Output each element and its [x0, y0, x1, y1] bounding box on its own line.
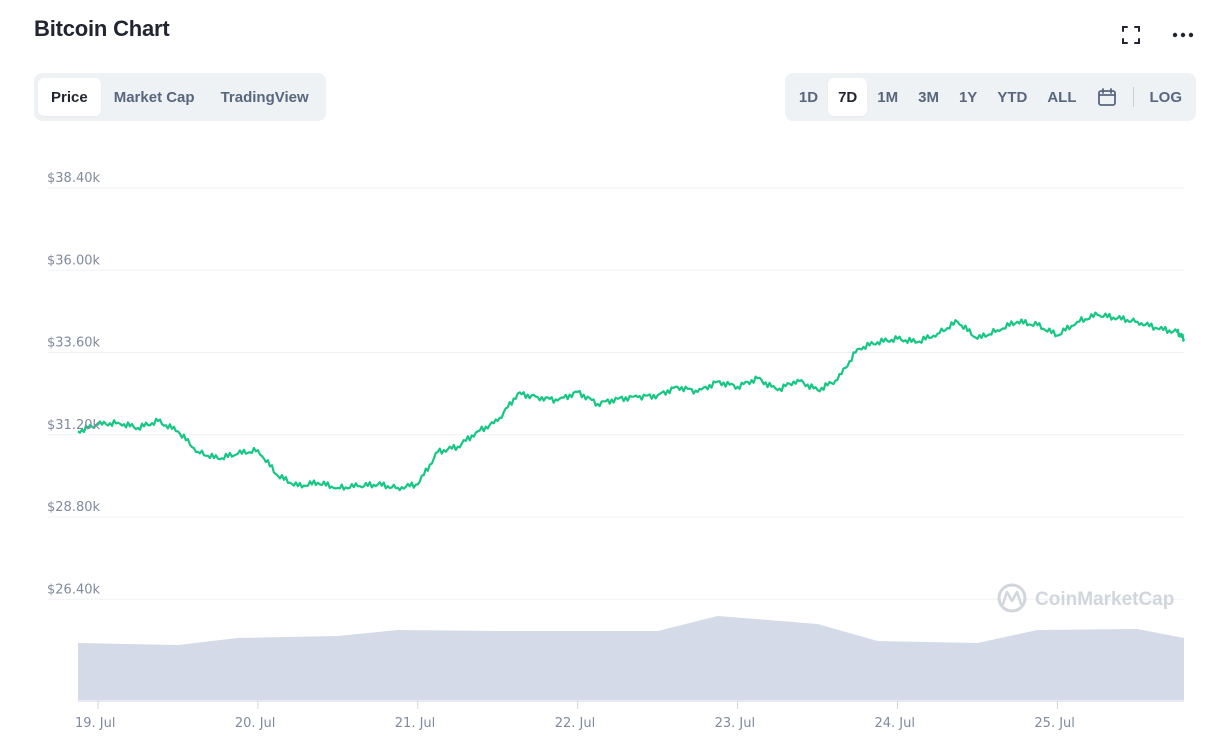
range-1y-button[interactable]: 1Y — [958, 88, 978, 106]
x-tick-label: 19. Jul — [75, 716, 116, 731]
y-tick-label: $33.60k — [47, 336, 100, 351]
range-1d-button[interactable]: 1D — [798, 88, 819, 106]
y-tick-label: $26.40k — [47, 582, 100, 597]
log-scale-button[interactable]: LOG — [1149, 88, 1183, 106]
range-all-button[interactable]: ALL — [1047, 88, 1077, 106]
calendar-icon — [1097, 88, 1116, 106]
tab-price[interactable]: Price — [38, 78, 101, 116]
time-range-tabs: 1D 7D 1M 3M 1Y YTD ALL LOG — [784, 73, 1196, 121]
chart-toolbar-icons — [1120, 24, 1194, 46]
y-tick-label: $38.40k — [47, 171, 100, 186]
y-axis: $26.40k $28.80k $31.20k $33.60k $36.00k $38.4… — [47, 171, 100, 597]
x-tick-label: 23. Jul — [715, 716, 756, 731]
watermark-text: CoinMarketCap — [1035, 589, 1174, 610]
watermark: CoinMarketCap — [997, 583, 1174, 613]
volume-area — [78, 616, 1184, 700]
range-ytd-button[interactable]: YTD — [997, 88, 1028, 106]
tab-market-cap[interactable]: Market Cap — [113, 88, 195, 106]
y-tick-label: $36.00k — [47, 253, 100, 268]
range-1m-button[interactable]: 1M — [877, 88, 899, 106]
range-3m-button[interactable]: 3M — [918, 88, 939, 106]
more-horizontal-icon[interactable] — [1172, 24, 1194, 46]
page-title: Bitcoin Chart — [34, 16, 170, 41]
y-tick-label: $31.20k — [47, 418, 100, 433]
toolbar-divider — [1132, 87, 1134, 107]
chart-type-tabs: Price Market Cap TradingView — [34, 73, 326, 121]
x-tick-label: 21. Jul — [395, 716, 436, 731]
volume-series — [78, 616, 1184, 700]
range-7d-button[interactable]: 7D — [828, 78, 868, 116]
x-tick-label: 25. Jul — [1034, 716, 1075, 731]
x-tick-label: 20. Jul — [235, 716, 276, 731]
coinmarketcap-logo-icon — [997, 583, 1027, 613]
y-tick-label: $28.80k — [47, 500, 100, 515]
x-tick-label: 24. Jul — [875, 716, 916, 731]
price-series — [77, 311, 1186, 492]
price-line — [77, 311, 1186, 492]
calendar-button[interactable] — [1087, 78, 1127, 116]
x-tick-label: 22. Jul — [555, 716, 596, 731]
tab-tradingview[interactable]: TradingView — [220, 88, 309, 106]
grid-lines — [48, 187, 1184, 600]
x-axis: 19. Jul 20. Jul 21. Jul 22. Jul 23. Jul 24. J… — [75, 700, 1184, 731]
expand-icon[interactable] — [1120, 24, 1142, 46]
